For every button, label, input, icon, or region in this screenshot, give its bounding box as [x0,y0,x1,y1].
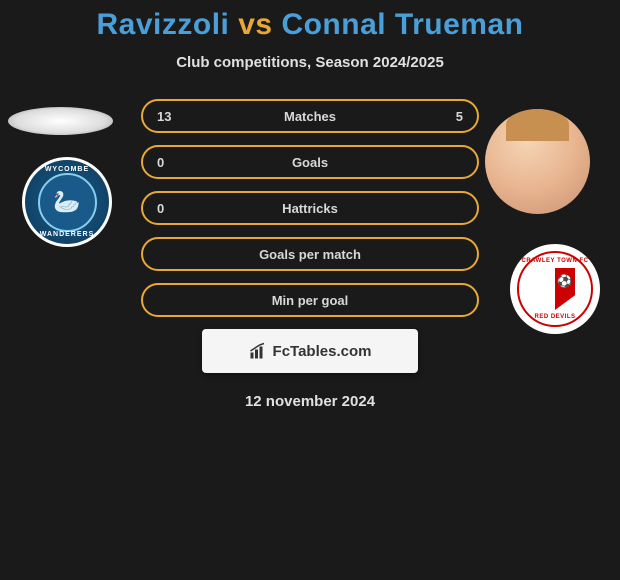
content-area: WYCOMBE WANDERERS CRAWLEY TOWN FC RED DE… [0,99,620,410]
attribution-badge: FcTables.com [202,329,418,373]
bar-matches: 13 Matches 5 [141,99,479,133]
comparison-title: Ravizzoli vs Connal Trueman [0,0,620,42]
player-left-avatar-placeholder [8,107,113,135]
bar-goals: 0 Goals [141,145,479,179]
player-right-avatar [485,109,590,214]
comparison-bars: 13 Matches 5 0 Goals 0 Hattricks Goals p… [141,99,479,317]
player-right-crest: CRAWLEY TOWN FC RED DEVILS [510,244,600,334]
bar-label: Goals [292,155,328,170]
crest-right-shield-icon [535,268,575,310]
bar-label: Goals per match [259,247,361,262]
bar-goals-per-match: Goals per match [141,237,479,271]
title-player1: Ravizzoli [97,8,230,41]
crest-right-inner: CRAWLEY TOWN FC RED DEVILS [517,251,593,327]
crest-left-text-bottom: WANDERERS [40,231,95,238]
bar-value-left: 0 [157,201,164,216]
player-left-crest: WYCOMBE WANDERERS [22,157,112,247]
bar-label: Matches [284,109,336,124]
bar-value-right: 5 [456,109,463,124]
bar-label: Min per goal [272,293,349,308]
bar-hattricks: 0 Hattricks [141,191,479,225]
title-vs: vs [238,8,272,41]
subtitle: Club competitions, Season 2024/2025 [0,54,620,71]
bar-min-per-goal: Min per goal [141,283,479,317]
date: 12 november 2024 [0,393,620,410]
bar-value-left: 0 [157,155,164,170]
title-player2: Connal Trueman [281,8,523,41]
crest-left-text-top: WYCOMBE [45,166,89,173]
crest-right-text-bottom: RED DEVILS [534,314,575,320]
bar-value-left: 13 [157,109,171,124]
bar-chart-icon [249,342,267,360]
bar-label: Hattricks [282,201,338,216]
attribution-text: FcTables.com [273,343,372,360]
crest-right-text-top: CRAWLEY TOWN FC [522,258,589,264]
